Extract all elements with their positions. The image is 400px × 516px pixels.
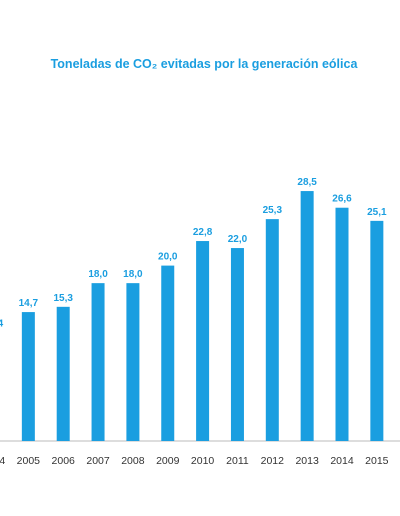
x-tick-label-2015: 2015 xyxy=(365,455,389,467)
bar-2005 xyxy=(21,312,35,441)
x-tick-labels-group: 2004 2005 2006 2007 2008 2009 2010 2011 2012 2013… xyxy=(0,455,389,467)
bars-group xyxy=(21,191,384,441)
value-label-2009: 20,0 xyxy=(158,252,178,263)
value-label-2011: 22,0 xyxy=(228,234,248,245)
bar-2010 xyxy=(196,241,210,441)
bar-2012 xyxy=(265,219,279,441)
value-label-2015: 25,1 xyxy=(367,207,387,218)
value-label-2006: 15,3 xyxy=(53,293,73,304)
x-tick-label-2005: 2005 xyxy=(17,455,41,467)
bar-2006 xyxy=(56,306,70,441)
value-label-2008: 18,0 xyxy=(123,269,143,280)
value-labels-group: 12,4 14,7 15,3 18,0 18,0 20,0 22,8 22,0 25,3 28,5… xyxy=(0,177,387,329)
bar-2008 xyxy=(126,283,140,441)
x-tick-label-2006: 2006 xyxy=(52,455,76,467)
bar-2014 xyxy=(335,207,349,441)
x-tick-label-2011: 2011 xyxy=(226,455,249,467)
x-tick-label-2008: 2008 xyxy=(121,455,145,467)
x-tick-label-2007: 2007 xyxy=(86,455,110,467)
bar-2013 xyxy=(300,191,314,441)
x-tick-label-2012: 2012 xyxy=(261,455,285,467)
x-tick-label-2014: 2014 xyxy=(330,455,354,467)
x-tick-label-2013: 2013 xyxy=(295,455,319,467)
value-label-2007: 18,0 xyxy=(88,269,108,280)
bar-2015 xyxy=(370,220,384,441)
x-tick-label-2004: 2004 xyxy=(0,455,5,467)
bar-2007 xyxy=(91,283,105,441)
value-label-2014: 26,6 xyxy=(332,194,352,205)
bar-2009 xyxy=(161,265,175,441)
value-label-2012: 25,3 xyxy=(263,205,283,216)
x-tick-label-2009: 2009 xyxy=(156,455,180,467)
value-label-2013: 28,5 xyxy=(297,177,317,188)
value-label-2005: 14,7 xyxy=(19,298,39,309)
value-label-2004: 12,4 xyxy=(0,318,4,329)
bar-2011 xyxy=(230,248,244,441)
value-label-2010: 22,8 xyxy=(193,227,213,238)
x-tick-label-2010: 2010 xyxy=(191,455,215,467)
chart-title: Toneladas de CO₂ evitadas por la generac… xyxy=(51,57,359,71)
